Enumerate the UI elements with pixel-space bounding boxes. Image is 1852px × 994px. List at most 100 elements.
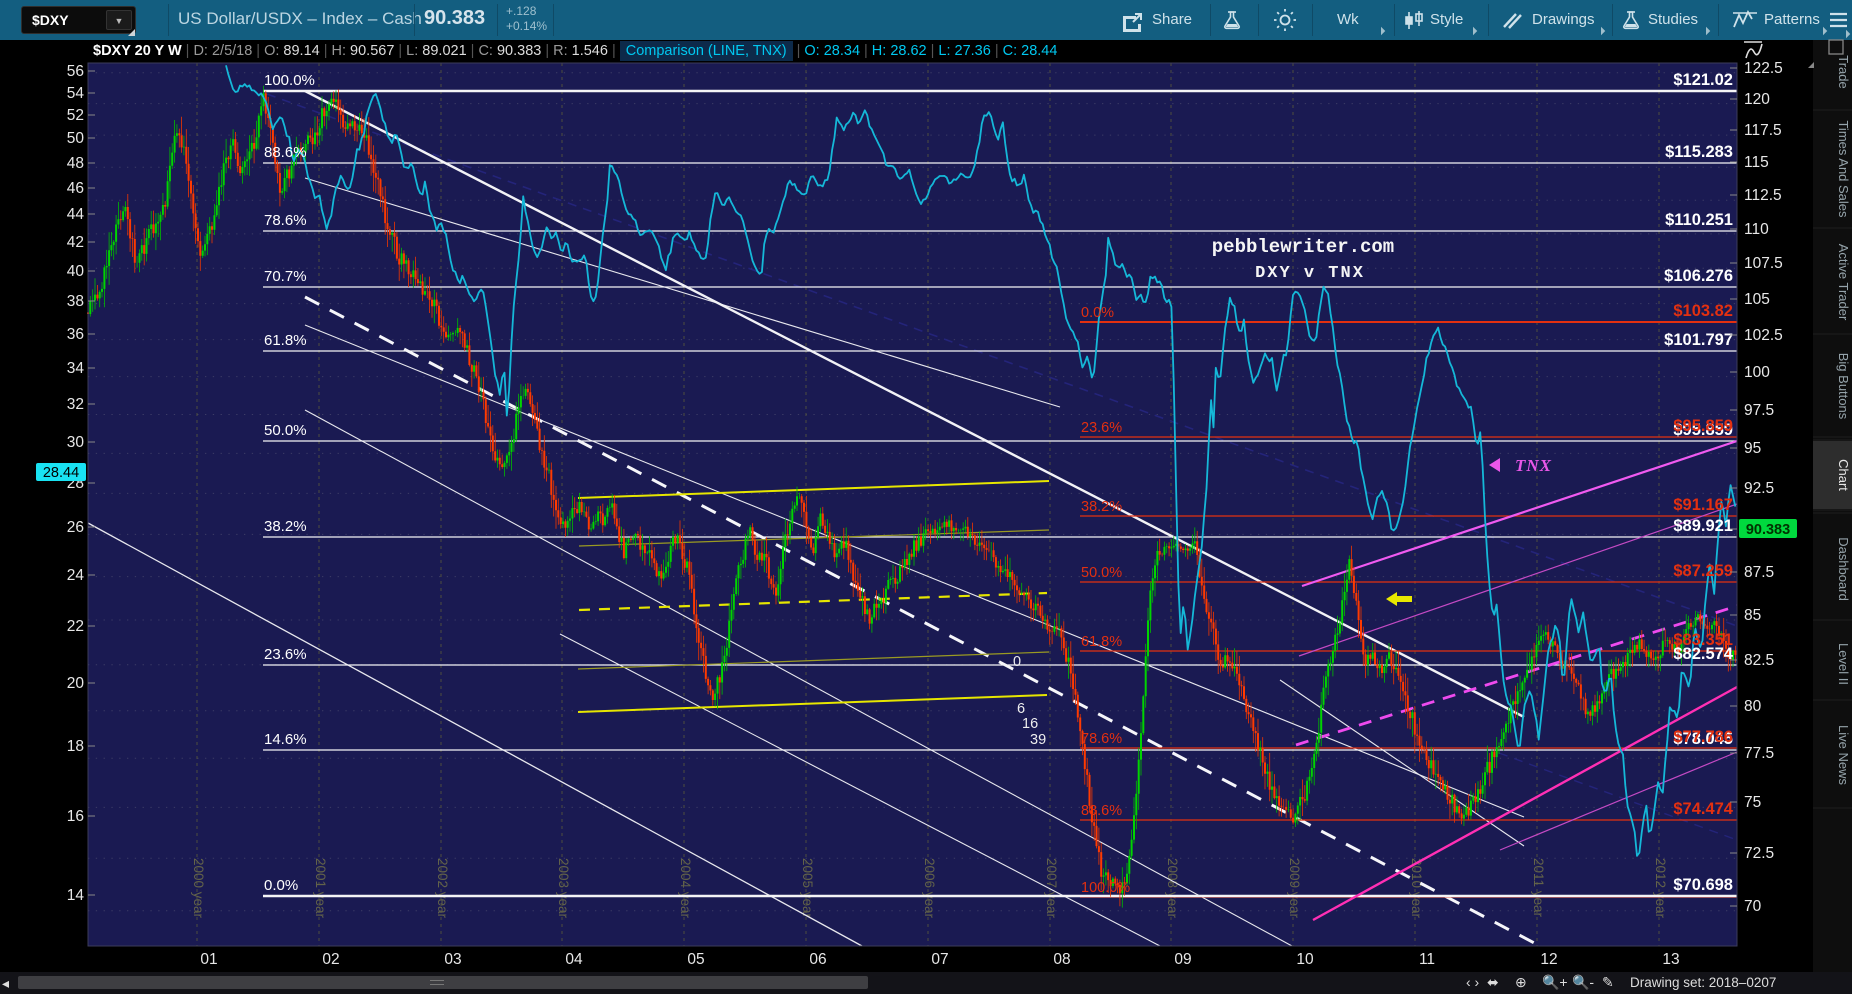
- svg-text:28.44: 28.44: [43, 465, 79, 481]
- svg-text:12: 12: [1540, 951, 1557, 968]
- svg-text:122.5: 122.5: [1744, 60, 1783, 77]
- svg-text:56: 56: [67, 63, 84, 80]
- svg-text:16: 16: [1022, 716, 1038, 732]
- svg-text:Chart: Chart: [1836, 459, 1851, 491]
- svg-text:Big Buttons: Big Buttons: [1836, 353, 1851, 420]
- svg-text:$101.797: $101.797: [1664, 331, 1733, 349]
- svg-text:$89.921: $89.921: [1673, 517, 1733, 535]
- svg-text:Times And Sales: Times And Sales: [1836, 120, 1851, 218]
- svg-text:70: 70: [1744, 898, 1762, 915]
- svg-text:54: 54: [67, 85, 85, 102]
- svg-text:16: 16: [67, 808, 84, 825]
- svg-text:10: 10: [1296, 951, 1314, 968]
- svg-text:46: 46: [67, 180, 84, 197]
- svg-text:2001 year: 2001 year: [313, 858, 328, 919]
- svg-text:48: 48: [67, 155, 84, 172]
- svg-text:38: 38: [67, 293, 84, 310]
- svg-text:$87.259: $87.259: [1673, 562, 1733, 580]
- svg-text:04: 04: [565, 951, 583, 968]
- svg-text:Dashboard: Dashboard: [1836, 537, 1851, 601]
- svg-text:50: 50: [67, 130, 85, 147]
- svg-text:Live News: Live News: [1836, 725, 1851, 785]
- svg-text:23.6%: 23.6%: [1081, 420, 1122, 436]
- svg-text:26: 26: [67, 519, 84, 536]
- svg-text:100.0%: 100.0%: [1081, 880, 1130, 896]
- svg-text:$110.251: $110.251: [1665, 211, 1733, 229]
- svg-text:78.6%: 78.6%: [1081, 731, 1122, 747]
- svg-text:39: 39: [1030, 732, 1046, 748]
- svg-text:2012 year: 2012 year: [1653, 858, 1668, 919]
- svg-text:20: 20: [67, 675, 85, 692]
- svg-text:2003 year: 2003 year: [556, 858, 571, 919]
- svg-text:70.7%: 70.7%: [264, 268, 307, 285]
- svg-text:102.5: 102.5: [1744, 327, 1783, 344]
- svg-text:$77.786: $77.786: [1673, 728, 1733, 746]
- svg-text:32: 32: [67, 396, 84, 413]
- svg-text:11: 11: [1419, 951, 1435, 968]
- svg-text:95: 95: [1744, 440, 1761, 457]
- svg-text:$82.574: $82.574: [1673, 645, 1733, 663]
- svg-text:50.0%: 50.0%: [1081, 565, 1122, 581]
- svg-text:$83.351: $83.351: [1673, 631, 1733, 649]
- svg-text:30: 30: [67, 434, 85, 451]
- svg-text:87.5: 87.5: [1744, 564, 1774, 581]
- svg-text:85: 85: [1744, 607, 1761, 624]
- svg-text:72.5: 72.5: [1744, 845, 1774, 862]
- svg-text:06: 06: [809, 951, 826, 968]
- svg-text:03: 03: [444, 951, 461, 968]
- svg-text:23.6%: 23.6%: [264, 646, 307, 663]
- svg-text:05: 05: [687, 951, 704, 968]
- svg-text:97.5: 97.5: [1744, 402, 1774, 419]
- svg-text:75: 75: [1744, 794, 1761, 811]
- svg-text:pebblewriter.com: pebblewriter.com: [1212, 236, 1394, 258]
- svg-text:14.6%: 14.6%: [264, 731, 307, 748]
- svg-text:6: 6: [1017, 701, 1025, 717]
- svg-text:2004 year: 2004 year: [678, 858, 693, 919]
- svg-text:Active Trader: Active Trader: [1836, 244, 1851, 321]
- svg-text:77.5: 77.5: [1744, 745, 1774, 762]
- svg-text:$103.82: $103.82: [1673, 302, 1733, 320]
- svg-text:$91.167: $91.167: [1673, 496, 1733, 514]
- svg-text:22: 22: [67, 618, 84, 635]
- svg-text:$95.859: $95.859: [1673, 417, 1733, 435]
- svg-text:$70.698: $70.698: [1673, 876, 1733, 894]
- svg-text:2008 year: 2008 year: [1165, 858, 1180, 919]
- svg-text:0.0%: 0.0%: [1081, 305, 1114, 321]
- svg-text:88.6%: 88.6%: [1081, 803, 1122, 819]
- svg-text:2000 year: 2000 year: [191, 858, 206, 919]
- svg-text:92.5: 92.5: [1744, 480, 1774, 497]
- svg-text:09: 09: [1174, 951, 1191, 968]
- svg-text:112.5: 112.5: [1744, 187, 1782, 204]
- svg-text:18: 18: [67, 738, 84, 755]
- svg-text:36: 36: [67, 326, 84, 343]
- svg-text:0.0%: 0.0%: [264, 877, 298, 894]
- svg-text:13: 13: [1662, 951, 1679, 968]
- svg-text:38.2%: 38.2%: [264, 518, 307, 535]
- svg-text:02: 02: [322, 951, 339, 968]
- svg-text:$74.474: $74.474: [1673, 800, 1733, 818]
- svg-text:117.5: 117.5: [1744, 122, 1782, 139]
- svg-text:78.6%: 78.6%: [264, 212, 307, 229]
- svg-text:DXY v TNX: DXY v TNX: [1255, 264, 1365, 283]
- svg-text:2005 year: 2005 year: [800, 858, 815, 919]
- svg-text:TNX: TNX: [1515, 456, 1552, 475]
- svg-text:0: 0: [1013, 654, 1021, 670]
- svg-text:110: 110: [1744, 221, 1769, 238]
- svg-text:82.5: 82.5: [1744, 652, 1774, 669]
- svg-text:80: 80: [1744, 698, 1762, 715]
- svg-text:$121.02: $121.02: [1673, 71, 1733, 89]
- svg-text:$106.276: $106.276: [1664, 267, 1733, 285]
- svg-text:105: 105: [1744, 291, 1770, 308]
- svg-text:2002 year: 2002 year: [435, 858, 450, 919]
- svg-text:88.6%: 88.6%: [264, 144, 307, 161]
- svg-text:61.8%: 61.8%: [1081, 634, 1122, 650]
- svg-text:Trade: Trade: [1836, 55, 1851, 88]
- svg-text:07: 07: [931, 951, 948, 968]
- svg-text:34: 34: [67, 360, 85, 377]
- svg-text:40: 40: [67, 263, 85, 280]
- svg-text:14: 14: [67, 887, 85, 904]
- svg-text:42: 42: [67, 234, 84, 251]
- svg-text:115: 115: [1744, 154, 1769, 171]
- svg-text:38.2%: 38.2%: [1081, 499, 1122, 515]
- svg-text:2011 year: 2011 year: [1531, 858, 1546, 918]
